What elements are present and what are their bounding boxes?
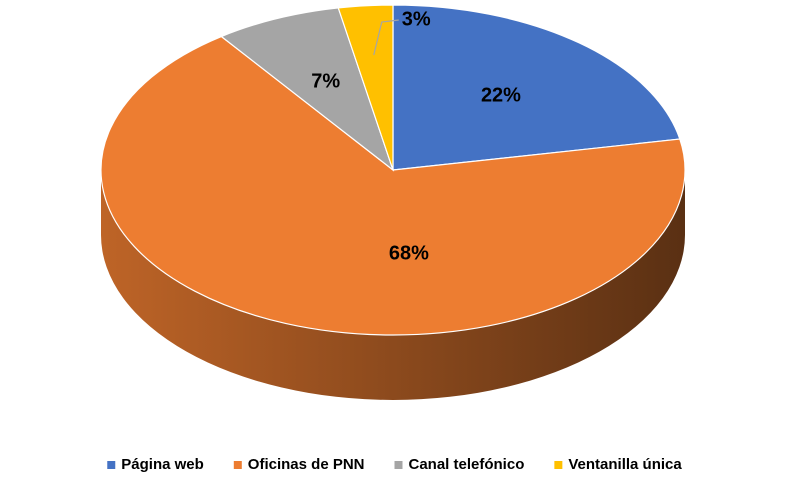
data-label: 3% <box>402 8 431 30</box>
legend-label: Ventanilla única <box>568 456 682 473</box>
data-label: 7% <box>311 70 340 92</box>
legend-marker <box>394 461 403 469</box>
legend-label: Canal telefónico <box>409 456 525 473</box>
leader-line <box>373 19 399 56</box>
legend-label: Página web <box>121 456 204 473</box>
slice <box>337 4 394 171</box>
data-label: 68% <box>389 243 429 265</box>
legend-label: Oficinas de PNN <box>248 456 365 473</box>
slice <box>100 35 686 336</box>
slice <box>220 7 395 172</box>
legend-marker <box>554 461 563 469</box>
slice-side <box>101 170 685 400</box>
data-label: 22% <box>481 85 521 107</box>
legend-marker <box>107 461 116 469</box>
slice <box>392 4 681 171</box>
legend-marker <box>233 461 242 469</box>
